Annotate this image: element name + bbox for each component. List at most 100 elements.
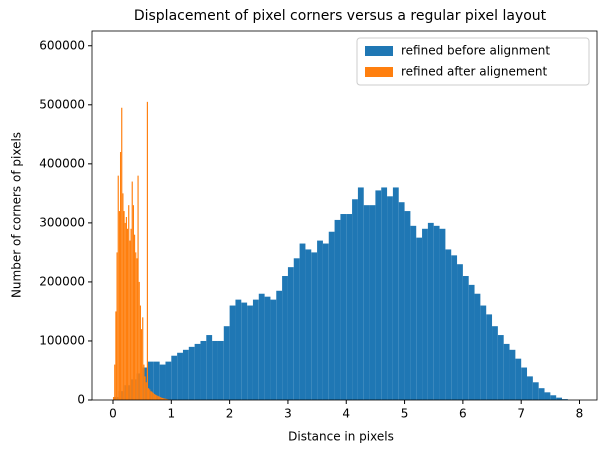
bar <box>151 391 153 400</box>
x-tick-label: 6 <box>459 407 467 421</box>
bar <box>160 397 162 400</box>
bar <box>264 296 271 400</box>
bar <box>114 364 116 400</box>
x-axis-label: Distance in pixels <box>288 430 394 444</box>
y-tick-label: 0 <box>77 393 85 407</box>
bar <box>124 222 126 400</box>
x-tick-label: 1 <box>167 407 175 421</box>
bar <box>340 214 347 400</box>
bar <box>538 388 545 400</box>
plot-frame <box>91 30 598 401</box>
bar <box>154 394 157 400</box>
bar <box>152 392 154 400</box>
bar <box>164 398 166 400</box>
bar <box>422 228 428 400</box>
bar <box>410 225 417 400</box>
bar <box>121 107 123 400</box>
bar <box>156 395 158 400</box>
bar <box>118 211 120 400</box>
y-tick-label: 500000 <box>39 97 85 111</box>
bar <box>159 364 166 400</box>
bar <box>515 358 522 400</box>
x-tick-label: 0 <box>109 407 117 421</box>
bar <box>131 181 133 400</box>
bar <box>147 361 154 400</box>
bar <box>381 187 388 400</box>
legend-label: refined after alignement <box>401 65 548 79</box>
bar <box>158 396 160 400</box>
x-tick-label: 7 <box>517 407 525 421</box>
chart-title: Displacement of pixel corners versus a r… <box>134 8 547 24</box>
bar <box>117 175 119 400</box>
bar <box>398 202 405 400</box>
bar <box>125 216 127 400</box>
bar <box>375 190 382 400</box>
bar <box>387 196 393 400</box>
legend-swatch <box>365 46 393 56</box>
bar <box>147 388 150 400</box>
bar <box>334 219 341 400</box>
y-tick-label: 200000 <box>39 274 85 288</box>
bar <box>122 193 124 400</box>
bar <box>299 243 306 400</box>
bar <box>247 305 253 400</box>
bar <box>138 281 140 400</box>
bar <box>492 326 498 400</box>
bar <box>165 361 172 400</box>
bar <box>229 305 236 400</box>
bar <box>119 152 122 400</box>
bar <box>161 397 164 400</box>
bar <box>509 349 516 400</box>
bar <box>149 389 151 400</box>
bar <box>433 225 440 400</box>
y-tick-label: 600000 <box>39 38 85 52</box>
bar <box>451 255 458 400</box>
bar <box>392 187 399 400</box>
bar <box>139 305 141 400</box>
bar <box>317 240 323 400</box>
bar <box>480 305 487 400</box>
x-tick-label: 4 <box>342 407 350 421</box>
bar <box>171 355 178 400</box>
bar <box>457 264 463 400</box>
bar <box>177 352 183 400</box>
bar <box>137 175 139 400</box>
bar <box>166 399 168 400</box>
bar <box>116 252 118 400</box>
bar <box>157 395 159 400</box>
x-tick-label: 3 <box>284 407 292 421</box>
x-tick-label: 5 <box>401 407 409 421</box>
bar <box>153 394 155 400</box>
bar <box>130 228 132 400</box>
bar <box>497 335 504 400</box>
y-tick-label: 400000 <box>39 156 85 170</box>
bar <box>132 205 134 400</box>
x-tick-label: 8 <box>576 407 584 421</box>
bar <box>527 376 533 400</box>
bar <box>427 222 434 400</box>
bar <box>352 199 358 400</box>
bar <box>445 249 452 400</box>
bar <box>200 340 207 400</box>
bar <box>123 211 125 400</box>
bar <box>133 234 136 400</box>
bar <box>129 240 131 400</box>
bar <box>287 267 294 400</box>
bar <box>322 243 329 400</box>
bar <box>217 340 224 400</box>
bar <box>404 211 411 400</box>
bar <box>188 346 195 400</box>
bar <box>544 392 551 400</box>
bar <box>143 364 145 400</box>
bar <box>144 376 146 400</box>
bar <box>159 397 161 400</box>
bar <box>474 293 481 400</box>
bar <box>369 205 376 400</box>
bar <box>150 391 152 400</box>
bar <box>235 299 242 400</box>
bar <box>521 367 528 400</box>
bar <box>146 101 148 401</box>
bar <box>311 252 318 400</box>
bar <box>357 187 364 400</box>
